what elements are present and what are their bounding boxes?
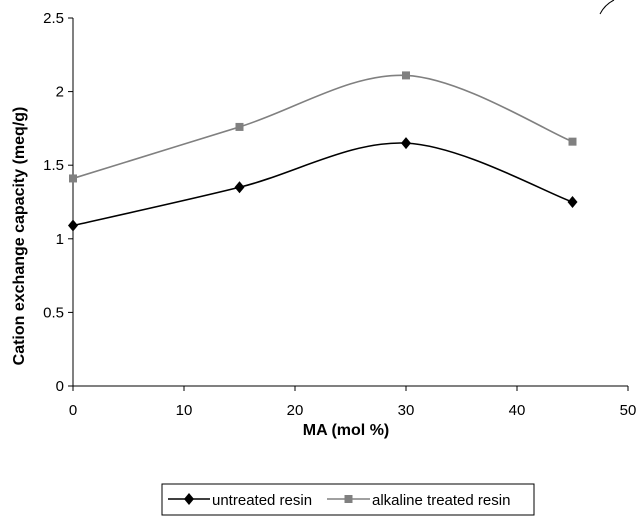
x-tick-label: 40 bbox=[509, 402, 526, 419]
y-tick-label: 2 bbox=[56, 84, 64, 101]
legend-diamond-marker bbox=[184, 493, 194, 505]
data-point-diamond bbox=[567, 196, 578, 208]
x-tick-label: 30 bbox=[398, 402, 415, 419]
data-point-diamond bbox=[68, 219, 78, 232]
y-tick-label: 2.5 bbox=[43, 10, 64, 27]
x-tick-label: 10 bbox=[176, 402, 193, 419]
y-axis-ticks: 0 0.5 1 1.5 2 2.5 bbox=[43, 10, 73, 395]
series-line bbox=[72, 142, 573, 227]
corner-mark bbox=[599, 0, 615, 15]
series-untreated-resin bbox=[68, 137, 578, 232]
legend-label-untreated: untreated resin bbox=[212, 492, 312, 509]
data-point-square bbox=[568, 137, 577, 146]
data-point-square bbox=[402, 71, 410, 80]
series-alkaline-treated-resin bbox=[69, 71, 577, 183]
series-line bbox=[72, 74, 573, 180]
legend: untreated resin alkaline treated resin bbox=[161, 483, 535, 516]
data-point-square bbox=[69, 174, 77, 183]
x-axis-title: MA (mol %) bbox=[303, 422, 390, 439]
y-axis-title: Cation exchange capacity (meq/g) bbox=[11, 107, 28, 366]
data-point-square bbox=[235, 122, 244, 131]
x-tick-label: 20 bbox=[287, 402, 304, 419]
series-layer bbox=[68, 71, 578, 232]
data-point-diamond bbox=[234, 181, 245, 194]
y-tick-label: 0.5 bbox=[43, 304, 64, 321]
legend-label-alkaline: alkaline treated resin bbox=[372, 492, 510, 509]
y-tick-label: 1.5 bbox=[43, 157, 64, 174]
x-tick-label: 50 bbox=[620, 402, 636, 419]
legend-square-marker bbox=[344, 495, 353, 503]
y-tick-label: 1 bbox=[56, 231, 64, 248]
y-tick-label: 0 bbox=[56, 378, 64, 395]
x-axis-ticks: 0 10 20 30 40 50 bbox=[69, 386, 636, 419]
x-tick-label: 0 bbox=[69, 402, 77, 419]
data-point-diamond bbox=[401, 137, 411, 150]
